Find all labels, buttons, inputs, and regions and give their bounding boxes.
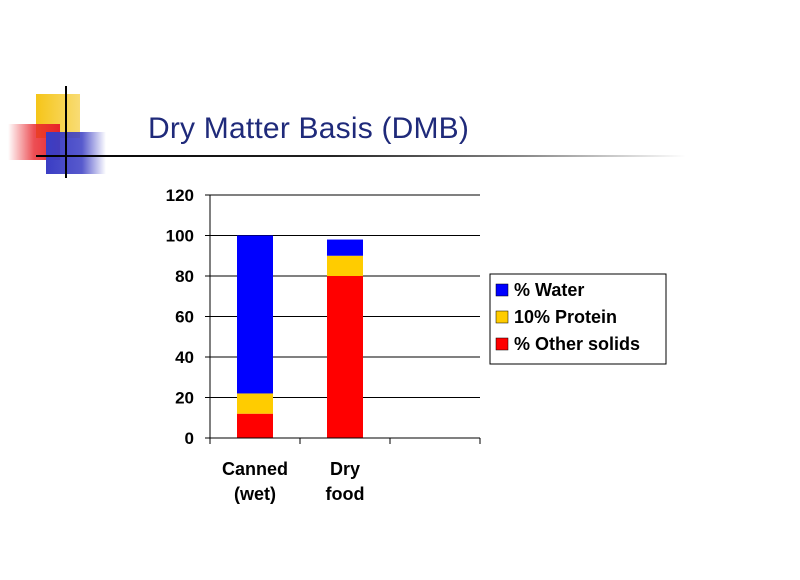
y-tick-label: 40 bbox=[175, 348, 194, 367]
y-tick-label: 60 bbox=[175, 308, 194, 327]
deco-blue-square bbox=[46, 132, 106, 174]
legend-swatch bbox=[495, 310, 509, 324]
y-tick-label: 20 bbox=[175, 389, 194, 408]
x-category-label: Dry bbox=[330, 459, 360, 479]
y-tick-label: 80 bbox=[175, 267, 194, 286]
legend-label: % Other solids bbox=[514, 334, 640, 354]
y-tick-label: 100 bbox=[166, 227, 194, 246]
category-labels: Canned (wet) Dry food bbox=[222, 459, 365, 504]
y-tick-label: 0 bbox=[185, 429, 194, 448]
legend-box bbox=[489, 273, 667, 365]
legend: % Water 10% Protein % Other solids bbox=[489, 273, 667, 365]
x-category-label: food bbox=[326, 484, 365, 504]
bar-segment bbox=[237, 235, 273, 394]
bar-segment bbox=[237, 413, 273, 438]
corner-decoration bbox=[8, 86, 106, 178]
x-category-label: (wet) bbox=[234, 484, 276, 504]
slide-title: Dry Matter Basis (DMB) bbox=[148, 112, 470, 145]
y-tick-labels: 0 20 40 60 80 100 120 bbox=[166, 186, 194, 448]
bar-segment bbox=[327, 276, 363, 438]
legend-swatch bbox=[495, 337, 509, 351]
legend-label: 10% Protein bbox=[514, 307, 617, 327]
bar-segment bbox=[327, 255, 363, 276]
y-tick-label: 120 bbox=[166, 186, 194, 205]
x-category-label: Canned bbox=[222, 459, 288, 479]
axes bbox=[205, 194, 481, 444]
bars bbox=[237, 235, 363, 438]
title-rule bbox=[36, 155, 686, 157]
legend-label: % Water bbox=[514, 280, 584, 300]
legend-swatch bbox=[495, 283, 509, 297]
bar-segment bbox=[327, 239, 363, 256]
bar-segment bbox=[237, 393, 273, 414]
